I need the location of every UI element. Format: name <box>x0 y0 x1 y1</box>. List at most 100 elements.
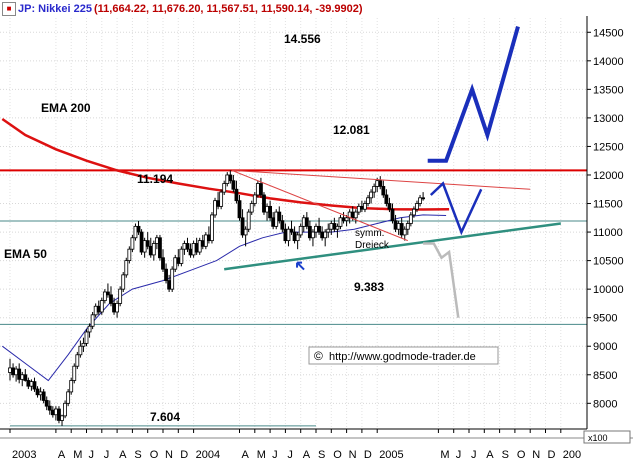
candle-body <box>225 174 230 184</box>
candle-body <box>47 405 52 411</box>
copyright-box <box>308 346 499 365</box>
candle-body <box>66 391 71 404</box>
candle-body <box>90 314 95 327</box>
chart-header: ■ JP: Nikkei 225 (11,664.22, 11,676.20, … <box>0 0 363 17</box>
candle-body <box>194 243 199 253</box>
candle-body <box>170 268 175 290</box>
candle-body <box>350 211 355 219</box>
x-tick-label: D <box>364 449 372 461</box>
candle-body <box>154 237 159 244</box>
candle-body <box>369 191 373 199</box>
candle-body <box>228 174 233 182</box>
candle-body <box>148 245 153 256</box>
resistance-level-label: 12.081 <box>333 123 370 137</box>
candle-body <box>265 205 269 213</box>
chart-window-icon[interactable]: ■ <box>2 1 16 16</box>
symbol-label: JP: Nikkei 225 <box>18 2 92 15</box>
x-axis-band <box>0 438 633 462</box>
candle-body <box>249 203 254 213</box>
candle-body <box>14 368 19 376</box>
y-tick-label: 11000 <box>593 227 623 239</box>
candle-body <box>167 280 172 290</box>
candle-body <box>109 294 113 304</box>
x-tick-label: A <box>486 449 494 461</box>
ema50-label: EMA 50 <box>4 247 47 261</box>
candle-body <box>356 205 361 213</box>
candle-body <box>87 325 92 333</box>
candle-body <box>415 203 419 210</box>
levels-layer <box>0 169 587 427</box>
candle-body <box>283 228 288 242</box>
x-tick-label: A <box>119 449 127 461</box>
x-tick-label: J <box>104 449 110 461</box>
candle-body <box>234 188 239 202</box>
candle-body <box>44 400 49 407</box>
candle-body <box>280 220 285 230</box>
candle-body <box>81 342 86 347</box>
triangle-label-line2: Dreieck <box>355 240 390 251</box>
candle-body <box>304 217 309 227</box>
candle-body <box>231 180 236 190</box>
candle-body <box>295 234 300 242</box>
candle-body <box>418 197 422 204</box>
candle-body <box>139 231 144 253</box>
candle-body <box>130 237 135 250</box>
candle-body <box>353 211 358 219</box>
target-level-label: 14.556 <box>284 32 321 46</box>
candle-body <box>60 415 64 421</box>
candle-body <box>408 214 413 224</box>
candle-body <box>252 194 257 204</box>
copyright-url: http://www.godmode-trader.de <box>329 351 476 363</box>
x-tick-label: A <box>58 449 66 461</box>
candle-body <box>69 380 74 393</box>
x-tick-label: A <box>242 449 250 461</box>
x-tick-label: O <box>333 449 342 461</box>
candle-body <box>93 305 98 316</box>
candle-body <box>99 300 104 313</box>
y-tick-label: 8000 <box>593 398 617 410</box>
y-tick-label: 8500 <box>593 370 617 382</box>
candle-body <box>259 183 263 196</box>
trend-line <box>231 169 408 242</box>
scenario-path <box>427 26 520 163</box>
x-scale-label: x100 <box>588 433 608 443</box>
candle-body <box>158 237 162 259</box>
candle-body <box>173 257 178 270</box>
x-tick-label: 2004 <box>196 449 220 461</box>
trend-line <box>231 169 531 190</box>
x-tick-label: M <box>257 449 266 461</box>
candle-body <box>381 185 386 196</box>
support-level-label: 9.383 <box>354 280 384 294</box>
candle-body <box>112 303 116 313</box>
candle-body <box>255 183 260 196</box>
scenario-path <box>423 242 460 318</box>
x-tick-label: N <box>165 449 173 461</box>
candle-body <box>375 180 380 187</box>
candle-body <box>268 205 273 219</box>
candle-body <box>75 354 80 367</box>
candle-body <box>329 223 334 230</box>
candle-body <box>277 211 282 222</box>
y-tick-label: 13500 <box>593 84 624 96</box>
candle-body <box>246 211 251 230</box>
candle-body <box>237 200 242 219</box>
candle-body <box>378 180 383 187</box>
y-tick-label: 9500 <box>593 313 617 325</box>
candle-body <box>301 217 306 227</box>
candle-body <box>17 368 22 380</box>
x-tick-label: 2003 <box>12 449 36 461</box>
candle-body <box>161 257 165 270</box>
candle-body <box>317 225 321 233</box>
trend-line <box>224 222 561 271</box>
candle-body <box>243 228 248 236</box>
candle-body <box>320 231 325 239</box>
candle-body <box>35 388 40 396</box>
candle-body <box>72 365 77 381</box>
candle-body <box>359 205 364 210</box>
candle-body <box>188 248 193 256</box>
candle-body <box>390 208 395 222</box>
candle-body <box>344 217 349 222</box>
candle-body <box>393 220 398 230</box>
candle-body <box>191 243 196 256</box>
y-tick-label: 10000 <box>593 284 624 296</box>
